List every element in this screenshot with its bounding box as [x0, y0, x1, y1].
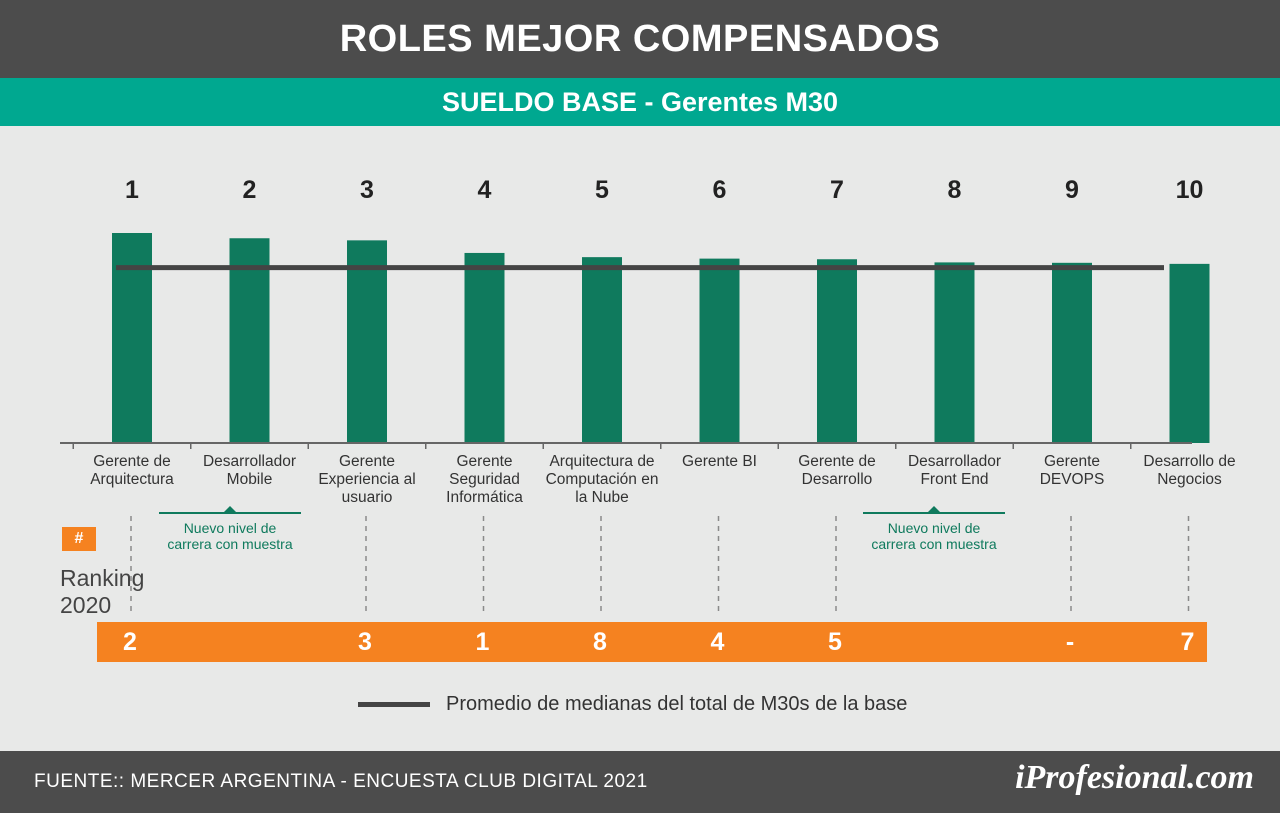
- note-new-level-mobile: Nuevo nivel de carrera con muestra: [145, 506, 315, 552]
- category-label-2: Desarrollador Mobile: [202, 453, 297, 488]
- ranking-2020-value-3: 3: [358, 627, 372, 656]
- legend-swatch-average: [358, 702, 430, 707]
- bar-2: [229, 238, 270, 443]
- rank-hash-badge: #: [62, 527, 96, 551]
- bar-9: [1052, 262, 1092, 443]
- rank-label-7: 7: [830, 176, 844, 204]
- source-note: FUENTE:: MERCER ARGENTINA - ENCUESTA CLU…: [34, 771, 648, 792]
- note-line-1: Nuevo nivel de: [183, 520, 277, 536]
- category-label-6: Gerente BI: [682, 453, 757, 470]
- category-label-7: Gerente de Desarrollo: [798, 453, 876, 488]
- ranking-label-line-2: 2020: [60, 592, 112, 618]
- rank-label-5: 5: [595, 176, 609, 204]
- rank-label-3: 3: [360, 176, 374, 204]
- ranking-2020-label: Ranking 2020: [60, 565, 144, 619]
- ranking-2020-value-6: 4: [710, 627, 725, 656]
- ranking-2020-value-5: 8: [593, 627, 607, 656]
- ranking-2020-value-1: 2: [123, 627, 137, 656]
- note-new-level-frontend: Nuevo nivel de carrera con muestra: [849, 506, 1019, 552]
- bar-1: [112, 233, 152, 443]
- ranking-label-line-1: Ranking: [60, 565, 145, 591]
- legend-label: Promedio de medianas del total de M30s d…: [446, 693, 908, 715]
- ranking-2020-value-10: 7: [1180, 627, 1195, 656]
- category-label-8: Desarrollador Front End: [907, 453, 1002, 488]
- rank-label-2: 2: [242, 176, 257, 204]
- category-label-9: Gerente DEVOPS: [1039, 453, 1105, 488]
- brand-logo: iProfesional.com: [1015, 759, 1254, 796]
- bar-10: [1169, 263, 1210, 443]
- bar-6: [699, 258, 740, 443]
- rank-label-9: 9: [1065, 176, 1079, 204]
- rank-label-8: 8: [947, 176, 962, 204]
- rank-label-4: 4: [477, 176, 492, 204]
- note-line-1: Nuevo nivel de: [887, 520, 981, 536]
- footer: FUENTE:: MERCER ARGENTINA - ENCUESTA CLU…: [0, 751, 1280, 813]
- category-label-4: Gerente Seguridad Informática: [446, 453, 523, 506]
- bar-7: [817, 259, 857, 443]
- rank-label-10: 10: [1175, 176, 1204, 204]
- bar-5: [582, 257, 622, 443]
- legend: Promedio de medianas del total de M30s d…: [358, 693, 907, 716]
- note-line-2: carrera con muestra: [167, 536, 293, 552]
- category-label-5: Arquitectura de Computación en la Nube: [545, 453, 659, 506]
- ranking-2020-value-4: 1: [475, 627, 490, 656]
- bar-chart: [60, 233, 1210, 449]
- rank-label-1: 1: [125, 176, 139, 204]
- bar-4: [464, 252, 505, 443]
- page-title: ROLES MEJOR COMPENSADOS: [0, 0, 1280, 78]
- ranking-2020-value-9: -: [1065, 627, 1075, 656]
- note-line-2: carrera con muestra: [871, 536, 997, 552]
- ranking-2020-value-7: 5: [828, 627, 842, 656]
- rank-label-6: 6: [712, 176, 727, 204]
- bar-3: [347, 240, 387, 443]
- bar-8: [934, 262, 975, 443]
- chart-subtitle: SUELDO BASE - Gerentes M30: [0, 78, 1280, 126]
- category-label-10: Desarrollo de Negocios: [1143, 453, 1236, 488]
- ranking-2020-bar: [97, 622, 1207, 662]
- category-label-3: Gerente Experiencia al usuario: [318, 453, 416, 506]
- category-label-1: Gerente de Arquitectura: [90, 453, 174, 488]
